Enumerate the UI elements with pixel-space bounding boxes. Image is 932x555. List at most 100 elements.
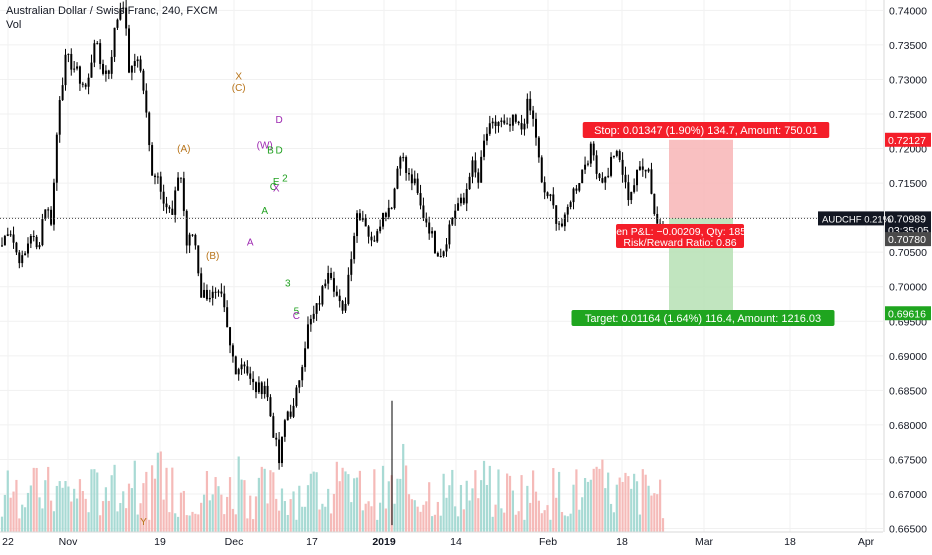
candle-body — [589, 143, 592, 164]
y-tick-label: 0.74000 — [889, 5, 927, 17]
candle-body — [488, 123, 491, 134]
volume-bar — [621, 481, 624, 532]
candle-body — [367, 226, 370, 237]
candle-body — [309, 318, 312, 325]
volume-bar — [575, 469, 578, 532]
volume-bar — [557, 471, 561, 532]
volume-bar — [81, 491, 84, 532]
candle-body — [220, 291, 223, 294]
volume-bar — [633, 473, 636, 532]
candle-body — [205, 289, 208, 300]
candle-body — [203, 289, 206, 298]
candle-body — [332, 278, 335, 292]
candle-body — [26, 243, 29, 254]
stop-label-box — [582, 122, 830, 138]
volume-bar — [430, 516, 434, 532]
volume-bar — [150, 465, 154, 532]
candle-body — [500, 120, 503, 122]
candle-body — [104, 70, 107, 74]
volume-bar — [205, 471, 209, 532]
volume-bar — [439, 515, 442, 532]
volume-bar — [107, 500, 110, 532]
candle-body — [436, 253, 439, 257]
candle-body — [174, 190, 177, 215]
volume-bar — [75, 498, 79, 532]
candle-body — [387, 207, 390, 217]
volume-bar — [125, 508, 128, 532]
volume-bar — [583, 478, 587, 532]
candle-body — [350, 259, 353, 275]
volume-bar — [96, 472, 99, 532]
candle-body — [113, 27, 116, 57]
volume-bar — [90, 469, 93, 532]
y-tick-label: 0.69000 — [889, 351, 927, 363]
stop-zone — [669, 139, 733, 219]
target-label-box — [571, 310, 835, 326]
candle-body — [312, 313, 315, 319]
volume-bar — [266, 503, 269, 532]
volume-bar — [650, 495, 653, 532]
volume-bar — [353, 478, 356, 532]
candle-body — [289, 411, 292, 417]
volume-bar — [347, 474, 350, 532]
candle-body — [511, 114, 514, 126]
candle-body — [376, 231, 379, 242]
candle-body — [647, 169, 650, 172]
volume-bar — [425, 501, 428, 532]
volume-bar — [508, 475, 512, 532]
volume-bar — [572, 484, 575, 532]
candle-body — [237, 369, 240, 375]
candle-body — [139, 59, 142, 71]
candle-body — [18, 252, 21, 264]
candle-body — [341, 301, 344, 311]
candle-body — [130, 66, 133, 73]
volume-bar — [405, 465, 408, 532]
volume-bar — [29, 485, 32, 532]
candle-body — [520, 123, 523, 130]
volume-bar — [104, 487, 108, 532]
pnl-box — [616, 224, 744, 248]
volume-bar — [228, 477, 232, 532]
candle-body — [306, 324, 309, 349]
candle-body — [641, 166, 644, 170]
volume-bar — [197, 514, 200, 532]
volume-bar — [329, 513, 333, 532]
volume-bar — [451, 469, 454, 532]
volume-bar — [269, 470, 272, 532]
candle-body — [50, 209, 53, 225]
volume-bar — [246, 518, 249, 532]
candle-body — [116, 19, 119, 28]
candle-body — [58, 100, 61, 135]
volume-bar — [136, 514, 139, 532]
volume-bar — [422, 504, 425, 532]
x-tick-label: 17 — [306, 536, 318, 548]
candle-body — [269, 397, 272, 417]
volume-bar — [387, 481, 390, 532]
x-tick-label: Nov — [59, 536, 78, 548]
volume-bar — [324, 506, 327, 532]
volume-bar — [159, 451, 162, 532]
volume-bar — [627, 476, 630, 532]
candle-body — [171, 208, 174, 215]
volume-bar — [500, 508, 503, 532]
volume-bar — [379, 502, 382, 532]
candle-body — [321, 286, 324, 305]
volume-bar — [529, 502, 532, 532]
candle-body — [650, 169, 653, 194]
volume-bar — [234, 514, 237, 532]
candle-body — [162, 191, 165, 204]
candle-body — [514, 114, 517, 122]
candle-body — [382, 212, 385, 227]
candle-body — [604, 176, 607, 183]
stop-price-tag — [885, 132, 931, 147]
candle-body — [638, 166, 641, 170]
volume-bar — [523, 519, 526, 532]
volume-bar — [612, 512, 616, 532]
volume-bar — [454, 506, 457, 532]
volume-bar — [153, 478, 157, 532]
stop-label: Stop: 0.01347 (1.90%) 134.7, Amount: 750… — [594, 125, 818, 137]
volume-bar — [254, 496, 258, 532]
candle-body — [223, 293, 226, 308]
